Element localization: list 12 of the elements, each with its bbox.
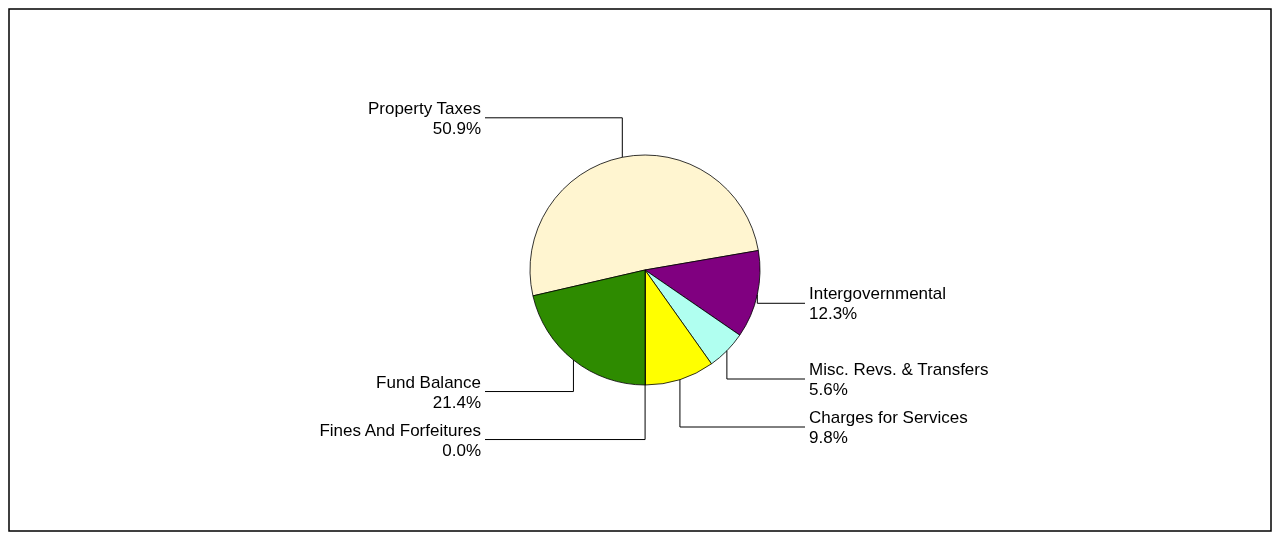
- data-label: 9.8%: [809, 428, 848, 448]
- data-label: 12.3%: [809, 304, 858, 324]
- text: 0.0%: [442, 440, 481, 460]
- slice-label: Property Taxes: [367, 98, 481, 118]
- slice-label: Charges for Services: [809, 408, 968, 428]
- data-label: 5.6%: [809, 380, 848, 400]
- data-label: 21.4%: [432, 392, 481, 412]
- slice-label: Fund Balance: [376, 372, 481, 392]
- slice-label: Intergovernmental: [809, 284, 947, 304]
- category-label: Fines And Forfeitures: [319, 420, 481, 440]
- slice-label: Misc. Revs. & Transfers: [809, 360, 989, 380]
- data-label: 50.9%: [432, 118, 481, 138]
